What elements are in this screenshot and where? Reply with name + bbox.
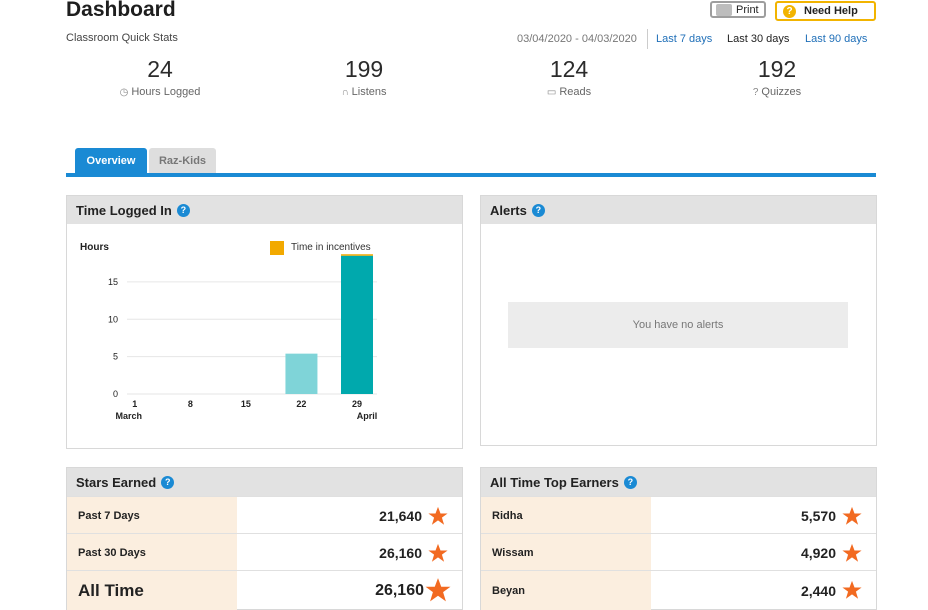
help-icon[interactable]: ?	[531, 203, 545, 217]
x-tick-label: 1	[132, 399, 137, 409]
need-help-button[interactable]: ? Need Help	[775, 1, 876, 21]
row-value: 26,160	[375, 581, 424, 599]
chart-bar	[341, 255, 373, 394]
stat-value: 124	[549, 56, 589, 82]
table-row: Wissam 4,920	[481, 533, 876, 571]
star-icon	[425, 578, 451, 602]
row-label: Wissam	[481, 534, 651, 571]
y-axis-label: Hours	[80, 242, 109, 253]
star-icon	[842, 506, 862, 525]
stat-label: Listens	[351, 86, 387, 98]
range-divider	[647, 29, 648, 49]
legend-label: Time in incentives	[291, 242, 371, 253]
row-value: 4,920	[800, 544, 836, 561]
page-title: Dashboard	[66, 0, 176, 21]
date-range: 03/04/2020 - 04/03/2020	[517, 33, 637, 45]
x-tick-label: 15	[241, 399, 251, 409]
y-tick-label: 0	[113, 389, 118, 399]
x-tick-label: 22	[296, 399, 306, 409]
print-label: Print	[736, 3, 759, 16]
star-icon	[842, 580, 862, 599]
table-row: All Time 26,160	[67, 570, 462, 610]
top-earners-panel: All Time Top Earners ? Ridha 5,570 Wissa…	[480, 467, 877, 610]
stat-quizzes: 192 ? Quizzes	[707, 56, 847, 98]
print-button[interactable]: Print	[710, 1, 766, 18]
row-label: Past 30 Days	[67, 534, 237, 571]
stat-listens: 199 ∩ Listens	[294, 56, 434, 98]
stat-hours-logged: 24 ◷ Hours Logged	[90, 56, 230, 98]
help-icon[interactable]: ?	[161, 475, 175, 489]
range-last-30-days[interactable]: Last 30 days	[727, 33, 790, 45]
stars-earned-panel: Stars Earned ? Past 7 Days 21,640 Past 3…	[66, 467, 463, 610]
range-last-7-days[interactable]: Last 7 days	[656, 33, 713, 45]
x-tick-label: 29	[352, 399, 362, 409]
stat-label: Reads	[559, 86, 592, 98]
table-row: Beyan 2,440	[481, 570, 876, 610]
question-icon: ?	[752, 86, 759, 98]
row-label: Past 7 Days	[67, 497, 237, 534]
y-tick-label: 5	[113, 352, 118, 362]
tab-underline	[66, 173, 876, 177]
help-icon: ?	[783, 4, 796, 18]
row-label: Beyan	[481, 571, 651, 610]
range-last-90-days[interactable]: Last 90 days	[805, 33, 868, 45]
legend-swatch	[270, 241, 284, 255]
headphones-icon: ∩	[341, 86, 349, 98]
row-value: 5,570	[800, 507, 836, 524]
time-chart: Hours Time in incentives 0 5 10 15 1 March 8 1…	[80, 241, 378, 421]
need-help-label: Need Help	[804, 5, 858, 17]
panel-header: All Time Top Earners ?	[481, 468, 876, 496]
clock-icon: ◷	[119, 86, 129, 98]
y-tick-label: 10	[108, 314, 118, 324]
stat-value: 24	[147, 56, 173, 82]
table-row: Past 7 Days 21,640	[67, 496, 462, 534]
tab-raz-kids[interactable]: Raz-Kids	[149, 148, 216, 173]
table-row: Ridha 5,570	[481, 496, 876, 534]
panel-title: Stars Earned	[76, 474, 157, 490]
stat-reads: 124 ▭ Reads	[499, 56, 639, 98]
row-label: All Time	[67, 571, 237, 610]
stat-label: Hours Logged	[131, 86, 201, 98]
book-icon: ▭	[546, 86, 557, 98]
row-value: 2,440	[800, 582, 836, 599]
star-icon	[428, 506, 448, 525]
help-icon[interactable]: ?	[176, 203, 190, 217]
x-month-label: April	[357, 411, 378, 421]
row-value: 21,640	[379, 507, 422, 524]
table-row: Past 30 Days 26,160	[67, 533, 462, 571]
y-tick-label: 15	[108, 277, 118, 287]
star-icon	[842, 543, 862, 562]
chart-bar	[341, 254, 373, 256]
stat-value: 199	[344, 56, 384, 82]
alerts-panel: Alerts ? You have no alerts	[480, 195, 877, 446]
stat-label: Quizzes	[761, 86, 802, 98]
printer-icon	[716, 3, 732, 16]
stat-value: 192	[757, 56, 797, 82]
panel-title: Alerts	[490, 202, 527, 218]
x-month-label: March	[116, 411, 143, 421]
tab-overview[interactable]: Overview	[75, 148, 147, 173]
row-label: Ridha	[481, 497, 651, 534]
panel-title: All Time Top Earners	[490, 474, 619, 490]
panel-header: Alerts ?	[481, 196, 876, 224]
panel-title: Time Logged In	[76, 202, 172, 218]
quick-stats-subtitle: Classroom Quick Stats	[66, 32, 178, 44]
chart-bar	[285, 353, 318, 394]
row-value: 26,160	[379, 544, 422, 561]
panel-header: Time Logged In ?	[67, 196, 462, 224]
empty-alerts-message: You have no alerts	[508, 302, 848, 348]
x-tick-label: 8	[188, 399, 193, 409]
panel-header: Stars Earned ?	[67, 468, 462, 496]
star-icon	[428, 543, 448, 562]
time-logged-in-panel: Time Logged In ? Hours Time in incentive…	[66, 195, 463, 449]
help-icon[interactable]: ?	[623, 475, 637, 489]
